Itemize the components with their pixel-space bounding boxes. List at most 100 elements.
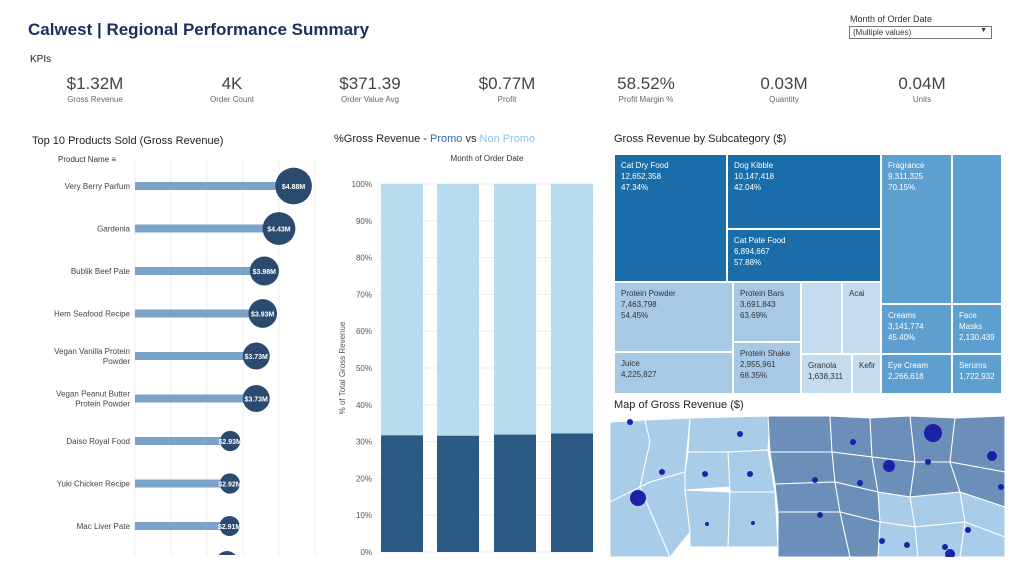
product-bar[interactable] [135, 182, 294, 190]
treemap-cell-protein-shake[interactable]: Protein Shake 2,955,961 68.35% [733, 342, 801, 394]
map-state[interactable] [959, 521, 1005, 557]
map-state[interactable] [774, 481, 841, 513]
treemap-cell-protein-powder[interactable]: Protein Powder 7,463,798 54.45% [614, 282, 733, 352]
map-dot[interactable] [659, 469, 665, 475]
product-bar[interactable] [135, 267, 265, 275]
treemap-cell-eye-cream[interactable]: Eye Cream 2,266,618 [881, 354, 952, 394]
promo-title-prefix: %Gross Revenue - [334, 133, 430, 145]
product-name-header[interactable]: Product Name ≡ [58, 155, 116, 164]
map-state[interactable] [839, 511, 881, 557]
map-dot[interactable] [850, 439, 856, 445]
map-dot[interactable] [747, 471, 753, 477]
map-state[interactable] [684, 451, 731, 491]
map-dot[interactable] [751, 521, 755, 525]
map-dot[interactable] [817, 512, 823, 518]
product-dot[interactable] [242, 385, 270, 412]
map-state[interactable] [877, 521, 919, 557]
map-dot[interactable] [812, 477, 818, 483]
map-dot[interactable] [883, 460, 895, 472]
map-dot[interactable] [998, 484, 1004, 490]
map-dot[interactable] [627, 419, 633, 425]
product-dot[interactable] [249, 256, 279, 286]
map-dot[interactable] [924, 424, 942, 442]
treemap-cell-juice[interactable]: Juice 4,225,827 [614, 352, 733, 394]
dashboard-title: Calwest | Regional Performance Summary [28, 20, 370, 39]
bar-non-promo[interactable] [437, 184, 479, 436]
map-dot[interactable] [857, 480, 863, 486]
treemap-cell-face-masks[interactable]: Face Masks 2,130,439 [952, 304, 1002, 354]
treemap-cell-protein-bars[interactable]: Protein Bars 3,691,843 63.69% [733, 282, 801, 342]
map-title: Map of Gross Revenue ($) [614, 399, 744, 411]
map-state[interactable] [727, 491, 779, 548]
product-bar[interactable] [135, 479, 230, 488]
treemap-cell-creams[interactable]: Creams 3,141,774 45.40% [881, 304, 952, 354]
sort-icon[interactable]: ≡ [111, 155, 117, 164]
map-state[interactable] [777, 511, 851, 557]
map-state[interactable] [959, 491, 1005, 538]
treemap-cell-cat-dry-food[interactable]: Cat Dry Food 12,652,358 47.34% [614, 154, 727, 282]
map-dot[interactable] [904, 542, 910, 548]
cell-name: Juice [621, 359, 640, 368]
bar-promo[interactable] [494, 434, 536, 552]
map-dot[interactable] [945, 549, 955, 557]
map-state[interactable] [769, 451, 836, 485]
month-filter-dropdown[interactable]: (Multiple values) ▼ [849, 26, 992, 39]
map-dot[interactable] [630, 490, 646, 506]
treemap-cell-granola[interactable]: Granola 1,638,311 [801, 354, 852, 394]
map-state[interactable] [727, 449, 776, 493]
product-bar[interactable] [135, 309, 263, 318]
treemap-cell-kefir[interactable]: Kefir [852, 354, 881, 394]
product-dot[interactable] [220, 430, 241, 452]
treemap-cell-unlabeled[interactable] [801, 282, 842, 354]
product-value-label: $2.92M [218, 481, 242, 488]
map-state[interactable] [767, 415, 833, 453]
product-bar[interactable] [135, 522, 230, 530]
map-dot[interactable] [987, 451, 997, 461]
map-dot[interactable] [705, 522, 709, 526]
map-dot[interactable] [965, 527, 971, 533]
product-bar[interactable] [135, 352, 257, 360]
map-state[interactable] [914, 521, 966, 557]
map-dot[interactable] [702, 471, 708, 477]
treemap-cell-fragrance-extra[interactable] [952, 154, 1002, 304]
treemap-cell-cat-pate-food[interactable]: Cat Pate Food 6,894,667 57.88% [727, 229, 881, 282]
cell-value: 2,955,961 [740, 360, 776, 369]
map-dot[interactable] [925, 459, 931, 465]
treemap-cell-dog-kibble[interactable]: Dog Kibble 10,147,418 42.04% [727, 154, 881, 229]
kpi-label: Order Value Avg [341, 95, 399, 104]
product-bar[interactable] [135, 394, 257, 403]
cell-value: 2,130,439 [959, 333, 995, 342]
map-state[interactable] [687, 415, 771, 453]
map-state[interactable] [909, 491, 966, 528]
map-dot[interactable] [737, 431, 743, 437]
bar-promo[interactable] [437, 435, 479, 552]
bar-non-promo[interactable] [551, 184, 593, 434]
bar-non-promo[interactable] [494, 184, 536, 435]
map-state[interactable] [829, 415, 873, 458]
product-bar[interactable] [135, 437, 231, 445]
treemap-cell-serums[interactable]: Serums 1,722,932 [952, 354, 1002, 394]
revenue-map[interactable] [610, 412, 1005, 557]
bar-non-promo[interactable] [381, 184, 423, 436]
map-state[interactable] [869, 415, 916, 463]
product-dot[interactable] [219, 473, 240, 494]
kpi-value: $0.77M [478, 74, 536, 93]
kpi-value: 0.03M [760, 74, 808, 93]
map-dot[interactable] [879, 538, 885, 544]
product-dot-partial[interactable] [216, 551, 238, 555]
product-bar[interactable] [135, 224, 279, 233]
product-dot[interactable] [242, 342, 270, 370]
product-dot[interactable] [219, 515, 240, 537]
product-dot[interactable] [262, 212, 296, 245]
kpis-heading: KPIs [30, 54, 52, 65]
bar-promo[interactable] [381, 435, 423, 552]
treemap-cell-acai[interactable]: Acai [842, 282, 881, 354]
map-state[interactable] [949, 461, 1005, 508]
treemap-cell-fragrance[interactable]: Fragrance 9,311,325 70.15% [881, 154, 952, 304]
map-state[interactable] [877, 491, 916, 528]
map-state[interactable] [684, 489, 731, 548]
bar-promo[interactable] [551, 433, 593, 552]
product-dot[interactable] [275, 167, 312, 205]
product-dot[interactable] [248, 299, 278, 328]
map-dot[interactable] [942, 544, 948, 550]
